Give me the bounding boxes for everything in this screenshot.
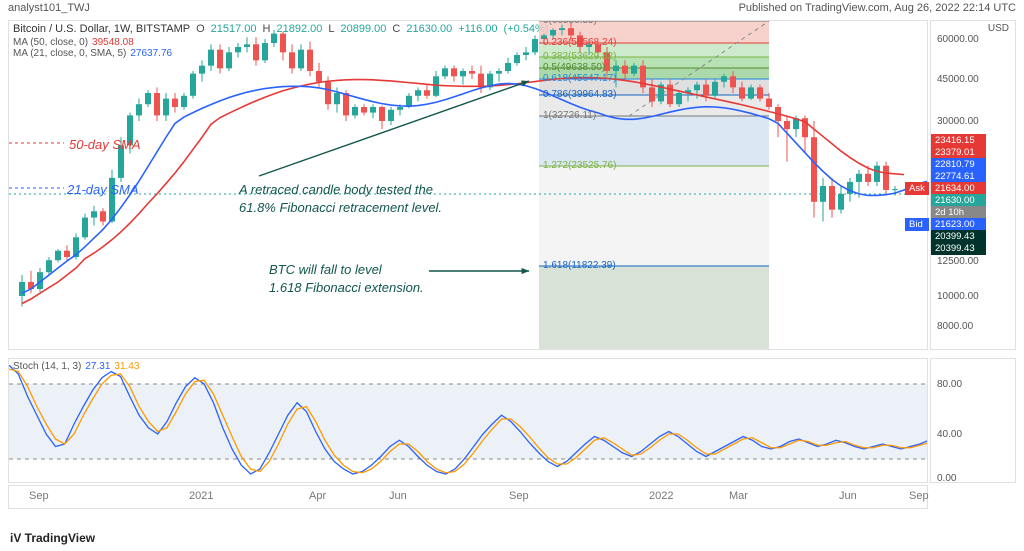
- stoch-axis[interactable]: 80.00 40.00 0.00: [930, 358, 1016, 483]
- fib-level: 0.236(58568.24): [543, 37, 616, 48]
- time-tick: Sep: [909, 490, 929, 502]
- fib-level: 0.786(39964.83): [543, 89, 616, 100]
- price-tick: 12500.00: [937, 256, 979, 267]
- fib-level: 0.5(49638.50): [543, 62, 605, 73]
- stoch-svg: [9, 359, 927, 482]
- tradingview-logo: iV TradingView: [10, 531, 95, 545]
- stoch-tick: 80.00: [937, 379, 962, 390]
- fib-level: 1.618(11822.39): [543, 260, 616, 271]
- fib-level: 0.618(45647.17): [543, 73, 616, 84]
- price-tick: 30000.00: [937, 116, 979, 127]
- stoch-tick: 0.00: [937, 473, 956, 484]
- price-tag-prefix: Ask: [905, 182, 929, 195]
- chart-svg: [9, 21, 927, 349]
- fib-level: 1(32726.11): [543, 110, 596, 121]
- fib-level: 1.272(23525.76): [543, 160, 616, 171]
- price-tick: 8000.00: [937, 321, 973, 332]
- published-on: Published on TradingView.com, Aug 26, 20…: [739, 2, 1016, 16]
- fib-level: 0(66550.89): [543, 21, 597, 26]
- sma50-label: 50-day SMA: [69, 136, 141, 154]
- top-bar: analyst101_TWJ Published on TradingView.…: [0, 0, 1024, 18]
- time-tick: Sep: [509, 490, 529, 502]
- fib-level: 0.382(53629.82): [543, 51, 616, 62]
- main-chart-pane[interactable]: Bitcoin / U.S. Dollar, 1W, BITSTAMP O215…: [8, 20, 928, 350]
- time-tick: Mar: [729, 490, 748, 502]
- time-tick: Jun: [389, 490, 407, 502]
- stoch-tick: 40.00: [937, 429, 962, 440]
- time-tick: Jun: [839, 490, 857, 502]
- price-tag: 20399.43: [931, 242, 986, 255]
- price-axis[interactable]: USD 60000.00 45000.00 30000.00 12500.00 1000…: [930, 20, 1016, 350]
- time-tick: 2021: [189, 490, 213, 502]
- time-tick: 2022: [649, 490, 673, 502]
- price-tag-prefix: Bid: [905, 218, 929, 231]
- note-fib-1618: BTC will fall to level1.618 Fibonacci ex…: [269, 261, 424, 296]
- axis-unit: USD: [988, 23, 1009, 34]
- stoch-pane[interactable]: Stoch (14, 1, 3) 27.31 31.43: [8, 358, 928, 483]
- publisher: analyst101_TWJ: [8, 2, 90, 16]
- time-axis[interactable]: Sep 2021 Apr Jun Sep 2022 Mar Jun Sep: [8, 485, 928, 509]
- price-tick: 10000.00: [937, 291, 979, 302]
- price-tick: 45000.00: [937, 74, 979, 85]
- sma21-label: 21-day SMA: [67, 181, 139, 199]
- time-tick: Sep: [29, 490, 49, 502]
- time-tick: Apr: [309, 490, 326, 502]
- note-fib-618: A retraced candle body tested the61.8% F…: [239, 181, 442, 216]
- price-tick: 60000.00: [937, 34, 979, 45]
